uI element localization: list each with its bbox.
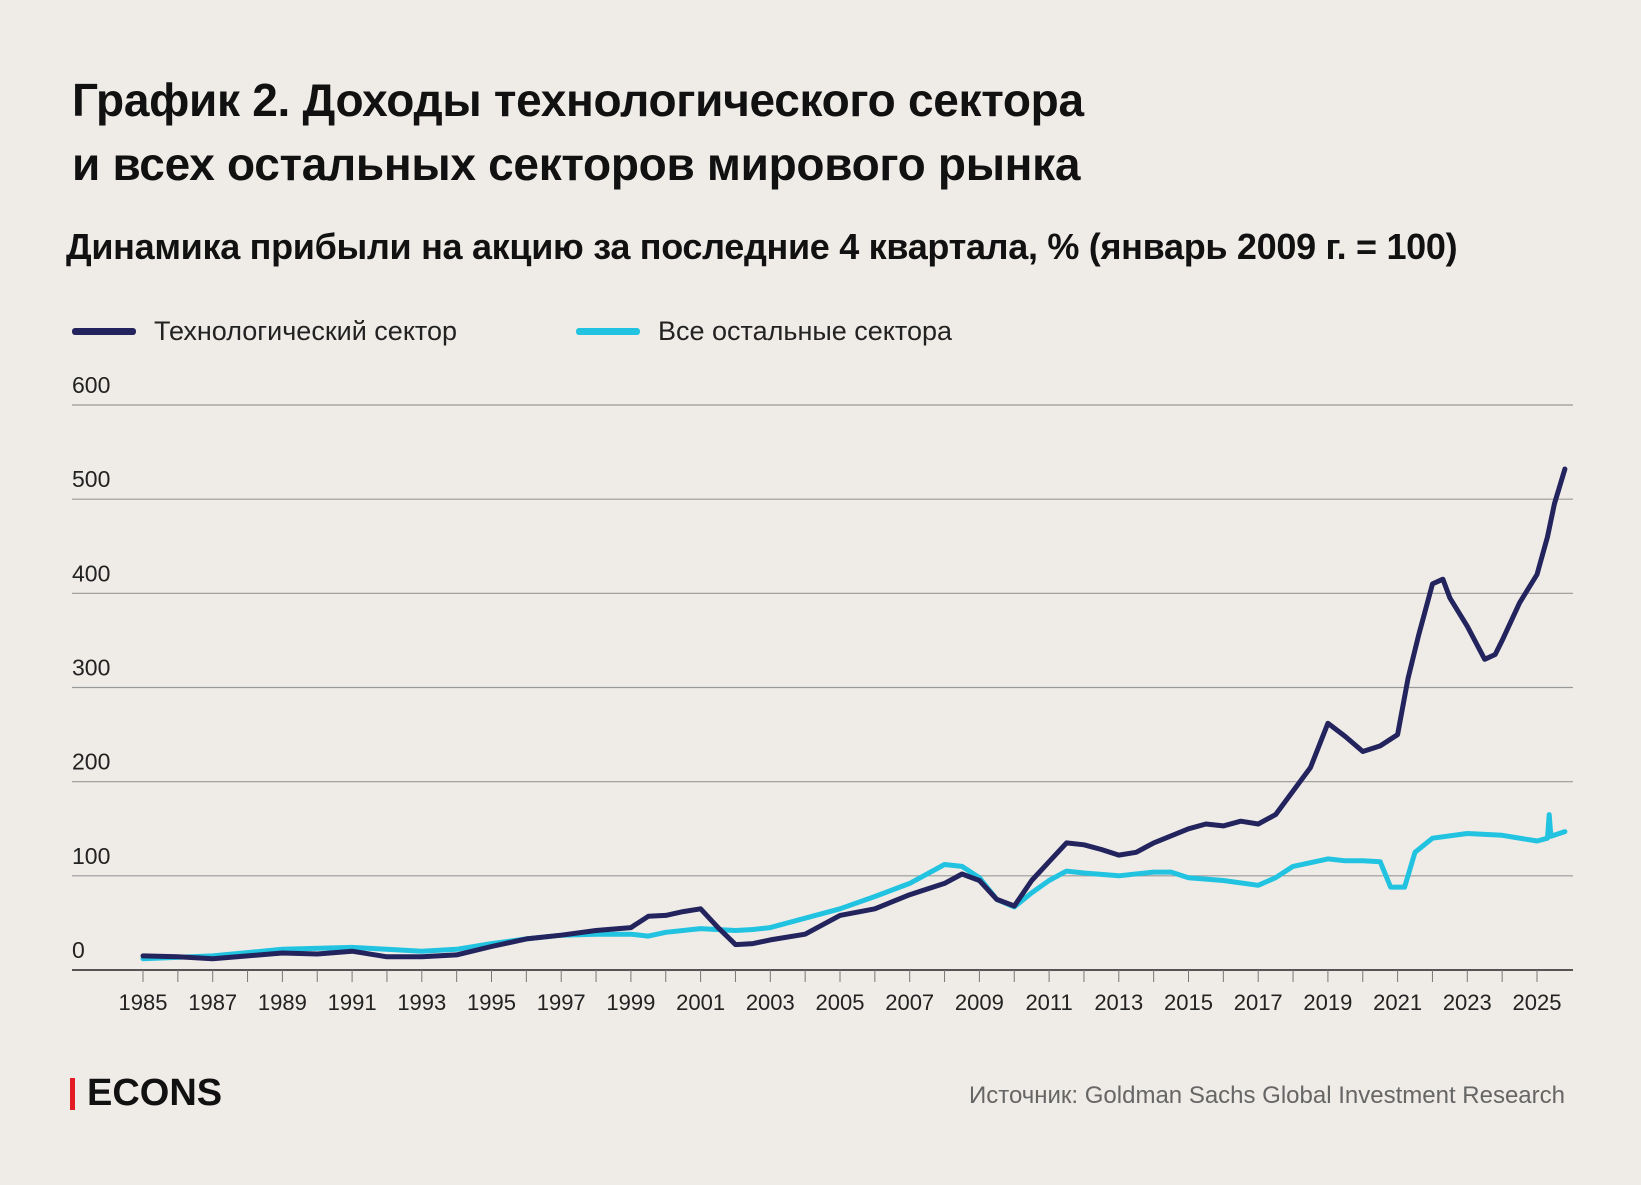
y-tick-label: 600 (72, 372, 110, 398)
y-tick-label: 500 (72, 466, 110, 492)
logo-bar (70, 1077, 75, 1110)
logo-text: ECONS (87, 1072, 223, 1114)
econs-logo: ECONS (70, 1072, 222, 1115)
chart-subtitle: Динамика прибыли на акцию за последние 4… (66, 226, 1458, 267)
legend-swatch-tech (72, 328, 136, 335)
x-tick-label: 1989 (258, 990, 307, 1015)
x-tick-label: 2011 (1025, 990, 1072, 1015)
series-line-others (140, 812, 1568, 962)
title-line-2: и всех остальных секторов мирового рынка (72, 138, 1081, 190)
x-tick-label: 2009 (955, 990, 1004, 1015)
x-tick-label: 2025 (1513, 990, 1562, 1015)
x-tick-label: 2013 (1094, 990, 1143, 1015)
title-line-1: График 2. Доходы технологического сектор… (72, 74, 1084, 126)
legend-swatch-others (576, 328, 640, 335)
y-tick-label: 300 (72, 655, 110, 681)
x-tick-label: 2019 (1303, 990, 1352, 1015)
x-tick-label: 2017 (1234, 990, 1283, 1015)
y-tick-label: 400 (72, 560, 110, 586)
x-tick-label: 2015 (1164, 990, 1213, 1015)
x-tick-label: 1987 (188, 990, 237, 1015)
x-tick-label: 1993 (397, 990, 446, 1015)
x-tick-label: 2001 (676, 990, 725, 1015)
y-tick-label: 0 (72, 937, 85, 963)
y-tick-label: 200 (72, 749, 110, 775)
x-tick-label: 2005 (816, 990, 865, 1015)
x-tick-label: 1999 (606, 990, 655, 1015)
x-tick-label: 2023 (1443, 990, 1492, 1015)
legend-label-others: Все остальные сектора (658, 316, 953, 346)
chart-title: График 2. Доходы технологического сектор… (72, 68, 1084, 196)
x-tick-label: 1991 (328, 990, 377, 1015)
x-tick-label: 1985 (119, 990, 168, 1015)
x-tick-label: 2021 (1373, 990, 1422, 1015)
legend-item-others: Все остальные сектора (576, 316, 952, 347)
y-tick-label: 100 (72, 843, 110, 869)
source-note: Источник: Goldman Sachs Global Investmen… (968, 1082, 1565, 1109)
legend-label-tech: Технологический сектор (154, 316, 458, 346)
x-tick-label: 1995 (467, 990, 516, 1015)
x-tick-label: 2007 (885, 990, 934, 1015)
series-line-tech (140, 466, 1568, 962)
x-tick-label: 1997 (537, 990, 586, 1015)
x-tick-label: 2003 (746, 990, 795, 1015)
legend-item-tech: Технологический сектор (72, 316, 457, 347)
